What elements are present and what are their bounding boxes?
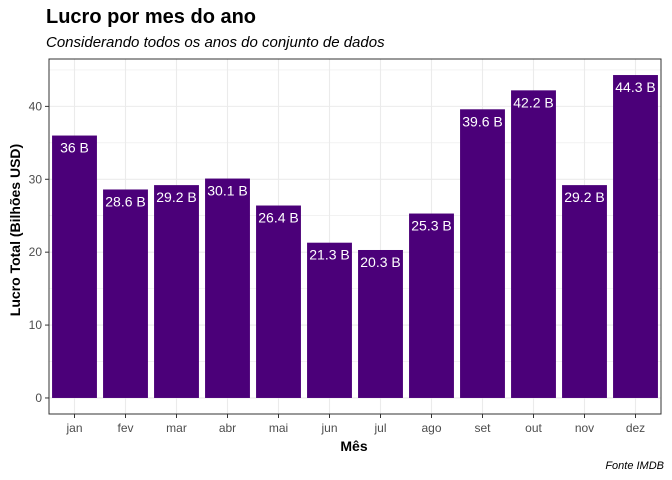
bar-out [511,90,556,398]
x-tick-label-mai: mai [269,421,288,435]
bar-ago [409,213,454,398]
y-axis-title: Lucro Total (Bilhões USD) [7,144,23,316]
x-tick-label-ago: ago [421,421,441,435]
x-tick-label-fev: fev [117,421,133,435]
bar-labels: 36 B 28.6 B 29.2 B 30.1 B 26.4 B 21.3 B 20.3 B… [60,79,656,270]
bar-set [460,109,505,398]
bar-abr [205,178,250,398]
x-tick-label-mar: mar [166,421,187,435]
x-tick-label-jun: jun [320,421,337,435]
bar-label-dez: 44.3 B [615,79,655,95]
bar-jun [307,242,352,398]
x-tick-label-nov: nov [575,421,594,435]
bar-fev [103,189,148,398]
bar-dez [613,75,658,398]
x-tick-label-jul: jul [373,421,386,435]
x-tick-label-abr: abr [219,421,236,435]
y-tick-label: 10 [29,318,43,332]
x-tick-label-set: set [474,421,491,435]
bar-label-mai: 26.4 B [258,210,298,226]
bar-label-mar: 29.2 B [156,189,196,205]
x-tick-label-out: out [525,421,542,435]
bar-mar [154,185,199,398]
bar-label-set: 39.6 B [462,113,502,129]
chart-subtitle: Considerando todos os anos do conjunto d… [46,34,385,51]
bar-label-out: 42.2 B [513,94,553,110]
y-tick-label: 0 [35,391,42,405]
x-axis-title: Mês [340,438,367,454]
bar-label-ago: 25.3 B [411,218,451,234]
bars [52,75,658,398]
y-tick-label: 30 [29,172,43,186]
x-axis: jan fev mar abr mai jun jul ago set out nov dez [65,414,645,435]
bar-label-jun: 21.3 B [309,247,349,263]
x-tick-label-dez: dez [626,421,645,435]
y-tick-label: 20 [29,245,43,259]
bar-label-abr: 30.1 B [207,183,247,199]
bar-label-fev: 28.6 B [105,193,145,209]
bar-jan [52,135,97,398]
bar-label-nov: 29.2 B [564,189,604,205]
y-tick-label: 40 [29,99,43,113]
bar-label-jan: 36 B [60,140,89,156]
x-tick-label-jan: jan [65,421,82,435]
bar-mai [256,205,301,398]
panel-border [48,58,662,415]
y-axis: 0 10 20 30 40 [29,99,49,405]
bar-nov [562,185,607,398]
chart-title: Lucro por mes do ano [46,6,257,28]
chart-caption: Fonte IMDB [605,460,664,472]
bar-label-jul: 20.3 B [360,254,400,270]
bar-jul [358,249,403,398]
